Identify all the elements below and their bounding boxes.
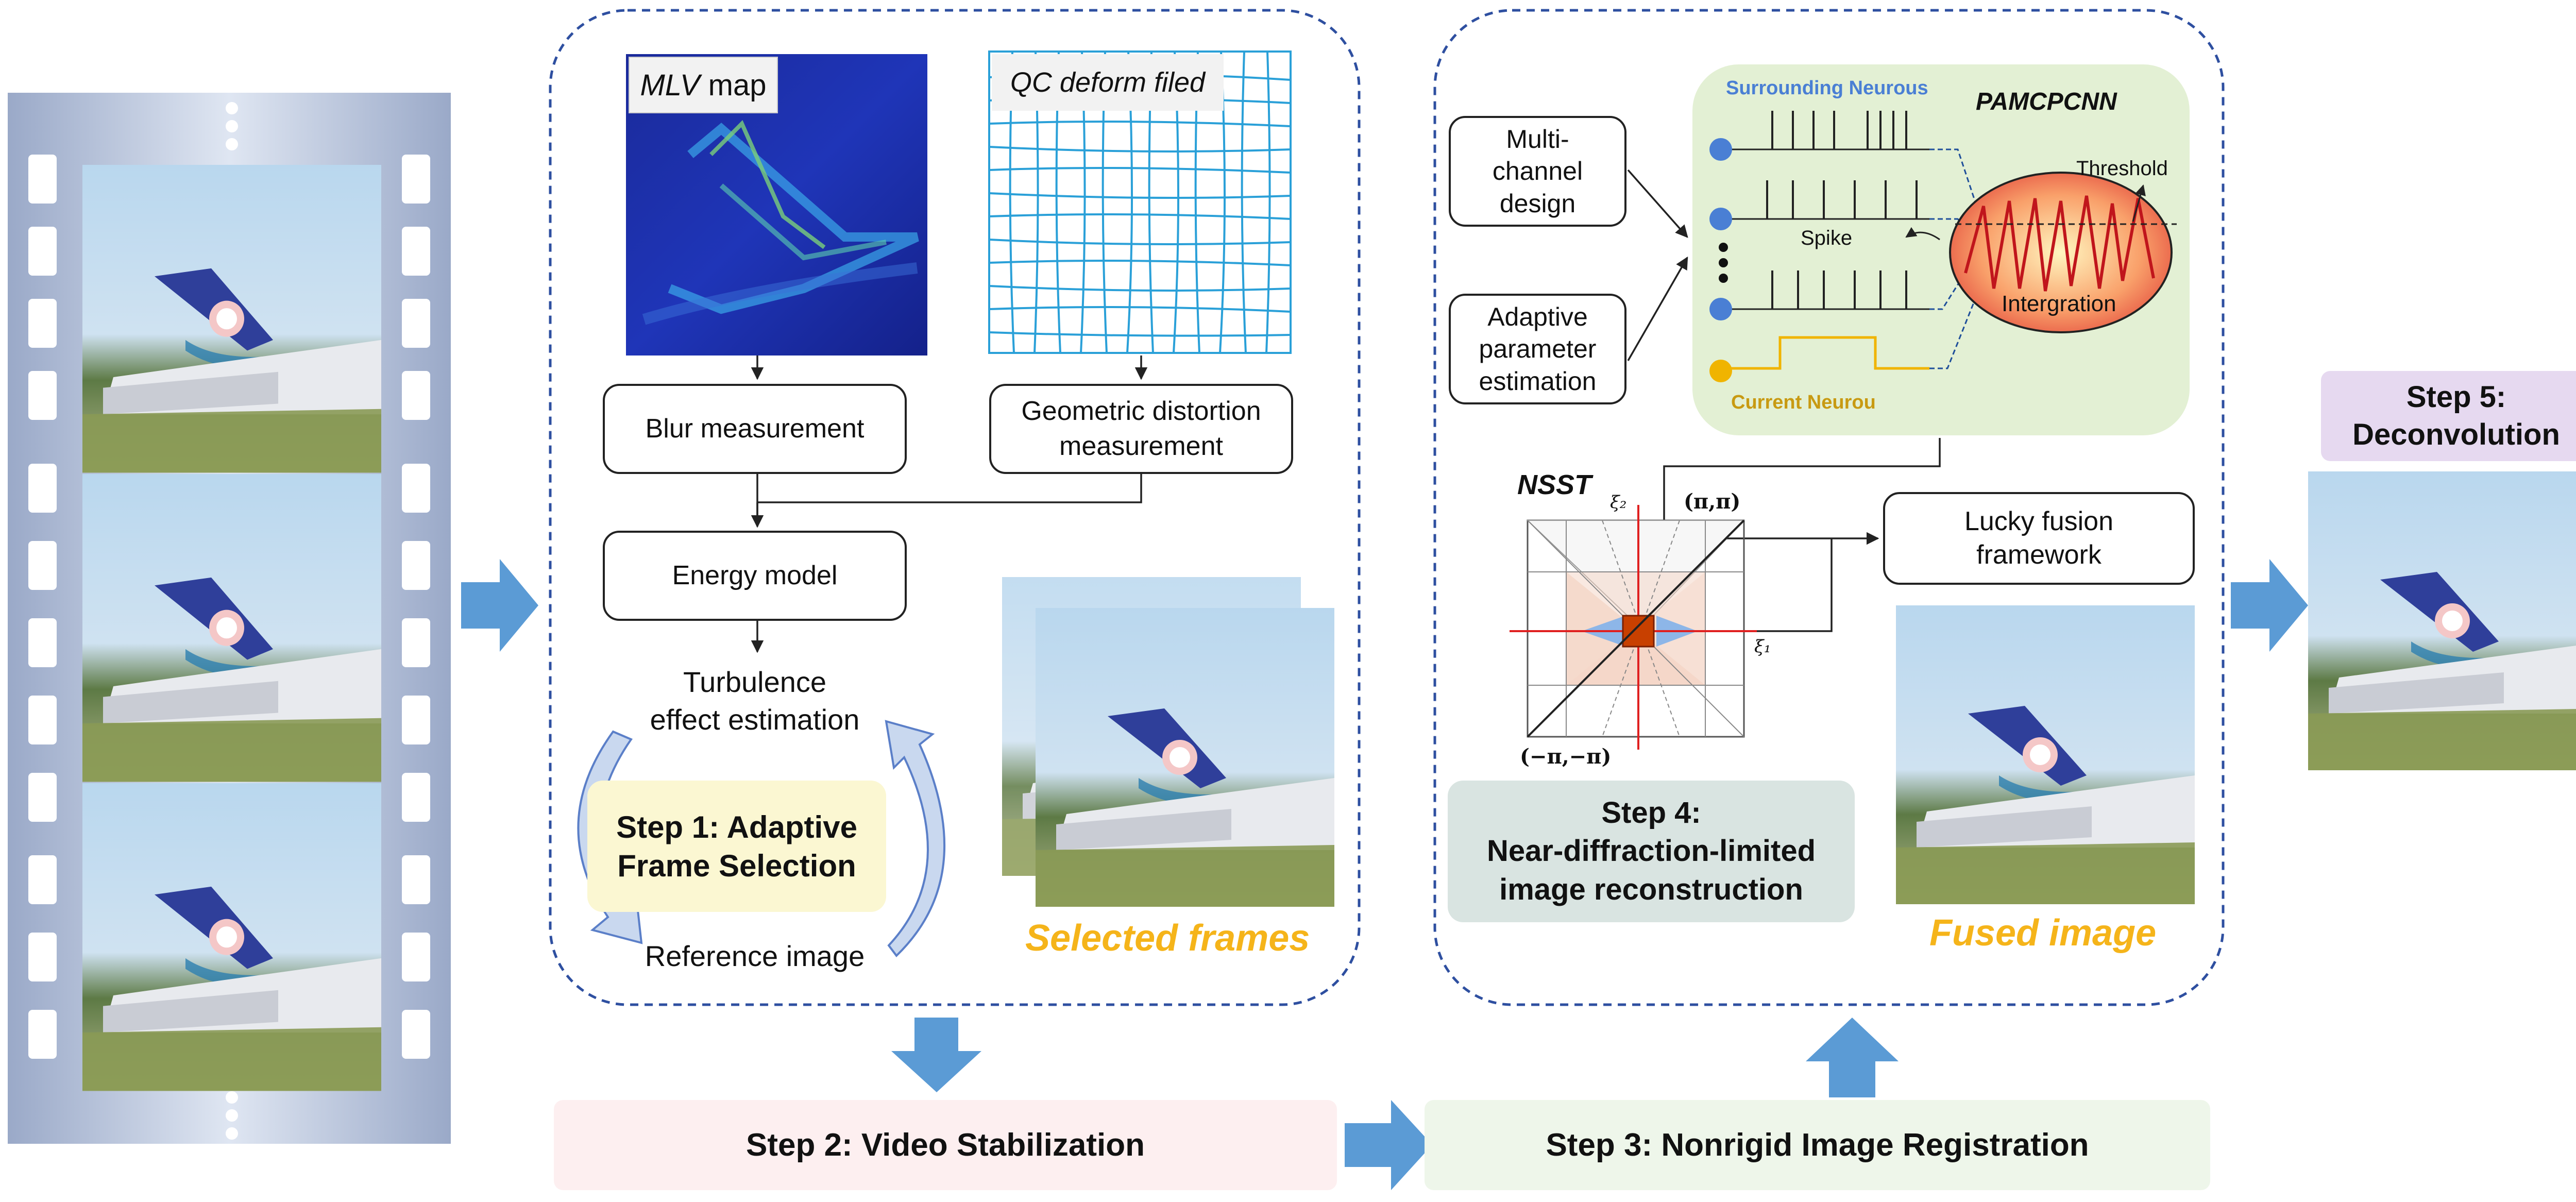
nsst-label: NSST xyxy=(1517,469,1592,500)
threshold-label: Threshold xyxy=(2076,157,2168,180)
pi-neg-label: (−π,−π) xyxy=(1520,744,1612,769)
energy-model-box: Energy model xyxy=(603,531,907,621)
adaptive-parameter-box: Adaptive parameter estimation xyxy=(1449,294,1626,404)
integration-label: Intergration xyxy=(2002,291,2116,316)
turb-line1: Turbulence xyxy=(683,666,827,698)
step1-title-line1: Step 1: Adaptive xyxy=(616,809,857,844)
xi1-label: ξ₁ xyxy=(1754,636,1771,657)
mlv-map-image xyxy=(626,54,927,355)
fused-image-caption: Fused image xyxy=(1929,912,2157,954)
neuron-dot-icon xyxy=(1709,360,1732,382)
step4-title-line3: image reconstruction xyxy=(1499,872,1803,906)
turb-line2: effect estimation xyxy=(650,703,860,736)
blur-measurement-box: Blur measurement xyxy=(603,384,907,474)
geo-line2: measurement xyxy=(1059,431,1223,461)
mc-line1: Multi- xyxy=(1506,124,1569,154)
spike-label: Spike xyxy=(1801,227,1853,249)
step4-title-line2: Near-diffraction-limited xyxy=(1486,834,1816,868)
step4-title-line1: Step 4: xyxy=(1601,796,1701,830)
step4-panel xyxy=(1433,9,2225,1006)
ap-line2: parameter xyxy=(1479,334,1597,364)
frequency-tiling-icon xyxy=(1510,505,1757,750)
mlv-label-rest: map xyxy=(700,68,767,102)
ap-line1: Adaptive xyxy=(1487,302,1588,331)
turbulence-estimation-label: Turbulence effect estimation xyxy=(600,664,909,739)
flow-arrows xyxy=(461,559,2308,1190)
pcnn-panel xyxy=(1692,64,2190,435)
qc-deform-label: QC deform filed xyxy=(992,54,1224,111)
step1-panel xyxy=(549,9,1361,1006)
step1-title: Step 1: Adaptive Frame Selection xyxy=(587,781,886,912)
step5-title-line2: Deconvolution xyxy=(2352,417,2560,451)
fused-image xyxy=(1896,605,2195,904)
mlv-label-italic: MLV xyxy=(640,68,700,102)
selected-frames-image xyxy=(1002,577,1334,907)
neuron-dot-icon xyxy=(1709,298,1732,320)
step2-title: Step 2: Video Stabilization xyxy=(554,1100,1337,1190)
step4-title: Step 4: Near-diffraction-limited image r… xyxy=(1448,781,1855,922)
pamcpcnn-label: PAMCPCNN xyxy=(1976,88,2117,115)
pcnn-neurons xyxy=(1709,111,1985,382)
lucky-line1: Lucky fusion xyxy=(1964,506,2114,536)
step4-connectors xyxy=(1627,169,1941,632)
lucky-line2: framework xyxy=(1976,540,2102,570)
mlv-map-label: MLV map xyxy=(629,57,778,113)
integration-ellipse xyxy=(1949,172,2177,333)
selected-frames-caption: Selected frames xyxy=(1025,918,1310,959)
step3-title: Step 3: Nonrigid Image Registration xyxy=(1425,1100,2210,1190)
step5-title-line1: Step 5: xyxy=(2406,380,2506,414)
multichannel-design-box: Multi- channel design xyxy=(1449,116,1626,227)
surrounding-neurons-label: Surrounding Neurous xyxy=(1726,77,1928,99)
film-strip-icon xyxy=(8,93,451,1144)
step1-title-line2: Frame Selection xyxy=(617,848,856,883)
xi2-label: ξ₂ xyxy=(1610,492,1627,513)
geometric-distortion-box: Geometric distortion measurement xyxy=(989,384,1293,474)
step5-title: Step 5: Deconvolution xyxy=(2321,371,2576,461)
ap-line3: estimation xyxy=(1479,366,1597,396)
neuron-dot-icon xyxy=(1709,208,1732,230)
reference-image-label: Reference image xyxy=(645,940,865,972)
current-neuron-label: Current Neurou xyxy=(1731,392,1876,413)
mc-line3: design xyxy=(1499,189,1576,218)
pi-pos-label: (π,π) xyxy=(1684,489,1741,514)
step1-connectors xyxy=(751,355,1148,653)
geo-line1: Geometric distortion xyxy=(1021,396,1261,426)
mc-line2: channel xyxy=(1492,157,1583,186)
lucky-fusion-box: Lucky fusion framework xyxy=(1883,492,2195,585)
neuron-dot-icon xyxy=(1709,138,1732,161)
deconvolved-image xyxy=(2308,471,2576,770)
